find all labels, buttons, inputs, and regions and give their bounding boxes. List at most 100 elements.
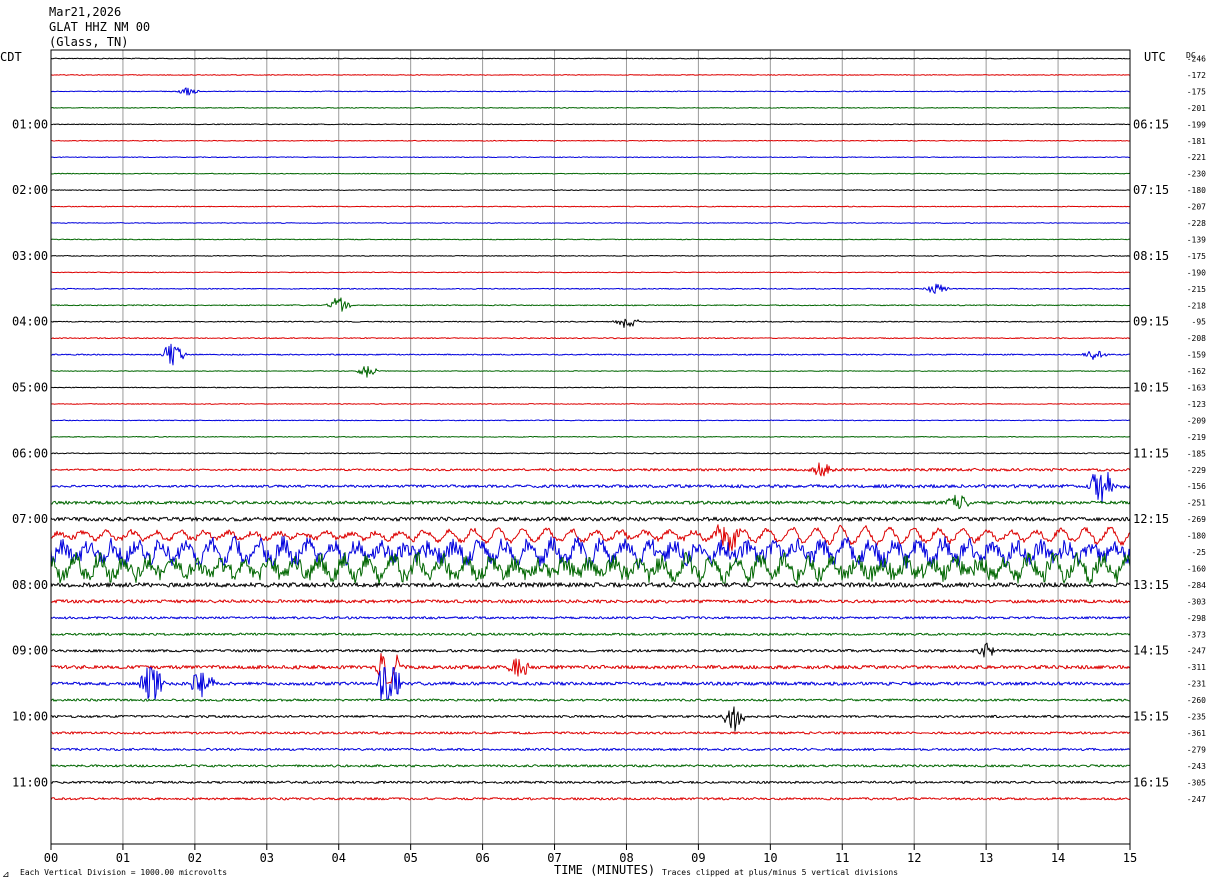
- right-time-label: 06:15: [1133, 117, 1169, 131]
- seismic-trace: [50, 189, 1131, 191]
- left-time-label: 11:00: [12, 775, 48, 789]
- seismic-trace: [50, 494, 1131, 510]
- seismic-trace: [50, 582, 1131, 588]
- seismic-trace: [50, 106, 1131, 109]
- seismic-trace: [50, 87, 1131, 96]
- left-time-label: 04:00: [12, 315, 48, 329]
- seismic-trace: [50, 667, 1131, 701]
- seismic-trace: [50, 599, 1131, 604]
- left-time-label: 03:00: [12, 249, 48, 263]
- seismic-trace: [50, 642, 1131, 658]
- seismic-trace: [50, 698, 1131, 702]
- right-time-label: 15:15: [1133, 710, 1169, 724]
- dc-offset-label: -219: [1187, 433, 1206, 442]
- right-time-label: 14:15: [1133, 644, 1169, 658]
- seismic-trace: [50, 731, 1131, 735]
- x-tick-label: 03: [260, 851, 274, 865]
- seismic-trace: [50, 156, 1131, 159]
- dc-offset-label: -162: [1187, 367, 1206, 376]
- x-axis-ticks: 00 01 02 03 04 05 06 07 08 09 10 11 12 13 14 15: [44, 844, 1137, 865]
- seismic-trace: [50, 255, 1131, 257]
- dc-offset-label: -229: [1187, 466, 1206, 475]
- seismic-trace: [50, 205, 1131, 208]
- seismic-trace: [50, 283, 1131, 294]
- dc-offset-label: -175: [1187, 87, 1206, 96]
- seismic-trace: [50, 462, 1131, 477]
- right-time-label: 09:15: [1133, 315, 1169, 329]
- dc-offset-label: -185: [1187, 449, 1206, 458]
- dc-offset-label: -163: [1187, 384, 1206, 393]
- right-time-label: 11:15: [1133, 446, 1169, 460]
- header-location: (Glass, TN): [49, 35, 128, 49]
- dc-offset-label: -269: [1187, 515, 1206, 524]
- dc-offset-label: -218: [1187, 301, 1206, 310]
- seismic-trace: [50, 632, 1131, 636]
- dc-offset-label: -373: [1187, 630, 1206, 639]
- seismic-trace: [51, 452, 1131, 455]
- right-time-label: 12:15: [1133, 512, 1169, 526]
- dc-offset-label: -159: [1187, 351, 1206, 360]
- seismic-trace: [50, 780, 1131, 784]
- x-tick-label: 04: [332, 851, 346, 865]
- seismic-trace: [50, 172, 1131, 175]
- seismic-trace: [50, 524, 1131, 552]
- dc-offset-label: -199: [1187, 120, 1206, 129]
- dc-offset-label: -279: [1187, 745, 1206, 754]
- header-date: Mar21,2026: [49, 5, 121, 19]
- seismic-trace: [50, 747, 1131, 752]
- dc-offset-label: -361: [1187, 729, 1206, 738]
- x-tick-label: 13: [979, 851, 993, 865]
- dc-offset-label: -208: [1187, 334, 1206, 343]
- dc-offset-label: -251: [1187, 499, 1206, 508]
- dc-offset-label: -230: [1187, 170, 1206, 179]
- right-time-label: 08:15: [1133, 249, 1169, 263]
- x-tick-label: 01: [116, 851, 130, 865]
- seismic-trace: [50, 57, 1131, 60]
- right-time-label: 13:15: [1133, 578, 1169, 592]
- dc-offset-label: -209: [1187, 416, 1206, 425]
- dc-offset-label: -123: [1187, 400, 1206, 409]
- dc-offset-label: -235: [1187, 713, 1206, 722]
- dc-offset-label: -303: [1187, 597, 1206, 606]
- x-tick-label: 08: [619, 851, 633, 865]
- left-time-label: 01:00: [12, 117, 48, 131]
- seismic-trace: [50, 139, 1131, 142]
- seismic-trace: [50, 271, 1131, 274]
- dc-offset-label: -190: [1187, 268, 1206, 277]
- left-time-label: 07:00: [12, 512, 48, 526]
- x-tick-label: 07: [547, 851, 561, 865]
- dc-offset-label: -180: [1187, 532, 1206, 541]
- trace-group: [50, 57, 1131, 801]
- x-tick-label: 12: [907, 851, 921, 865]
- dc-offset-label: -156: [1187, 482, 1206, 491]
- seismic-trace: [50, 343, 1131, 366]
- left-zone-label: CDT: [0, 50, 22, 64]
- left-time-label: 09:00: [12, 644, 48, 658]
- left-time-label: 10:00: [12, 710, 48, 724]
- seismic-trace: [50, 403, 1131, 405]
- seismic-trace: [50, 706, 1131, 732]
- plot-frame: [50, 49, 1131, 845]
- right-zone-label: UTC: [1144, 50, 1166, 64]
- dc-offset-label: -231: [1187, 680, 1206, 689]
- dc-offset-label: -201: [1187, 104, 1206, 113]
- corner-mark: ⊿: [2, 870, 10, 880]
- x-tick-label: 11: [835, 851, 849, 865]
- dc-offset-label: -181: [1187, 137, 1206, 146]
- dc-offset-label: -25: [1192, 548, 1207, 557]
- dc-offset-label: -260: [1187, 696, 1206, 705]
- dc-offset-label: -243: [1187, 762, 1206, 771]
- dc-offset-labels: -246 -172 -175 -201 -199 -181 -221 -230 -180 -207…: [1187, 55, 1206, 804]
- right-time-labels: 06:15 07:15 08:15 09:15 10:15 11:15 12:15 13:15…: [1133, 117, 1169, 789]
- left-time-label: 08:00: [12, 578, 48, 592]
- x-tick-label: 10: [763, 851, 777, 865]
- seismic-trace: [50, 365, 1131, 378]
- dc-offset-label: -180: [1187, 186, 1206, 195]
- seismic-trace: [50, 337, 1131, 340]
- seismic-trace: [50, 435, 1130, 438]
- x-tick-label: 06: [475, 851, 489, 865]
- left-time-label: 06:00: [12, 446, 48, 460]
- dc-offset-label: -139: [1187, 235, 1206, 244]
- left-time-label: 05:00: [12, 381, 48, 395]
- left-time-label: 02:00: [12, 183, 48, 197]
